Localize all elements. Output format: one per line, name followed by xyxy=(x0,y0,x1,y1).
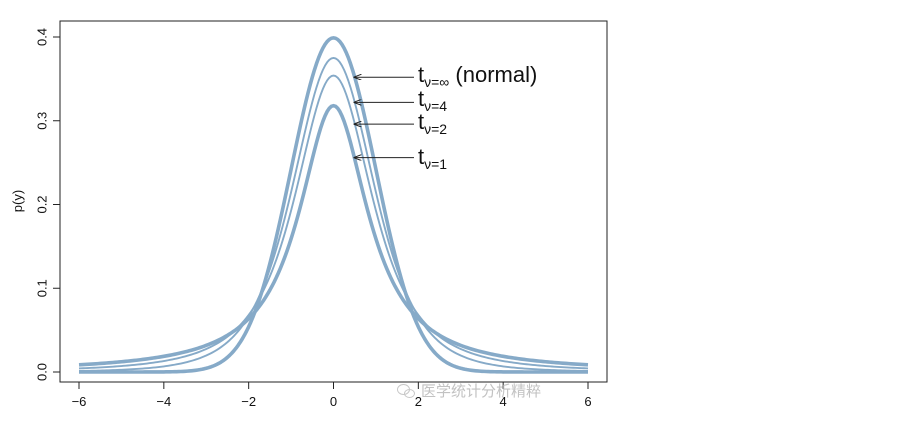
y-tick-label: 0.1 xyxy=(35,279,50,297)
annotation-main: t xyxy=(418,144,424,169)
annotation-label: tν=∞ (normal) xyxy=(418,62,537,90)
y-tick-label: 0.0 xyxy=(35,363,50,381)
annotation-main: t xyxy=(418,86,424,111)
density-curves xyxy=(78,36,589,374)
watermark-text: 医学统计分析精粹 xyxy=(421,382,542,400)
x-tick-label: −4 xyxy=(156,394,171,409)
annotation-label: tν=4 xyxy=(418,86,447,114)
x-tick-label: −6 xyxy=(72,394,87,409)
annotation-subscript: ν=∞ xyxy=(424,74,449,90)
annotation-label: tν=2 xyxy=(418,109,447,137)
annotation-label: tν=1 xyxy=(418,144,447,172)
x-axis: −6 −4 −2 0 2 4 6 xyxy=(72,381,592,409)
x-tick-label: −2 xyxy=(241,394,256,409)
y-axis-label: p(y) xyxy=(10,190,25,212)
series-line-nu-2 xyxy=(78,74,589,370)
y-axis: 0.0 0.1 0.2 0.3 0.4 xyxy=(35,28,61,381)
wechat-icon xyxy=(397,383,415,398)
annotation-extra: (normal) xyxy=(449,62,537,87)
y-tick-label: 0.4 xyxy=(35,28,50,46)
annotation-subscript: ν=4 xyxy=(424,98,447,114)
series-line-nu-4 xyxy=(78,56,589,372)
curve-annotations: tν=∞ (normal)tν=4tν=2tν=1 xyxy=(355,62,537,172)
x-tick-label: 4 xyxy=(500,394,507,409)
series-line-nu-inf xyxy=(79,36,588,374)
watermark: 医学统计分析精粹 xyxy=(397,380,541,401)
y-tick-label: 0.3 xyxy=(35,112,50,130)
annotation-subscript: ν=2 xyxy=(424,121,447,137)
x-tick-label: 2 xyxy=(415,394,422,409)
annotation-main: t xyxy=(418,62,424,87)
series-line-nu-1 xyxy=(78,103,589,367)
y-tick-label: 0.2 xyxy=(35,195,50,213)
annotation-subscript: ν=1 xyxy=(424,156,447,172)
x-tick-label: 6 xyxy=(584,394,591,409)
annotation-main: t xyxy=(418,109,424,134)
x-tick-label: 0 xyxy=(330,394,337,409)
